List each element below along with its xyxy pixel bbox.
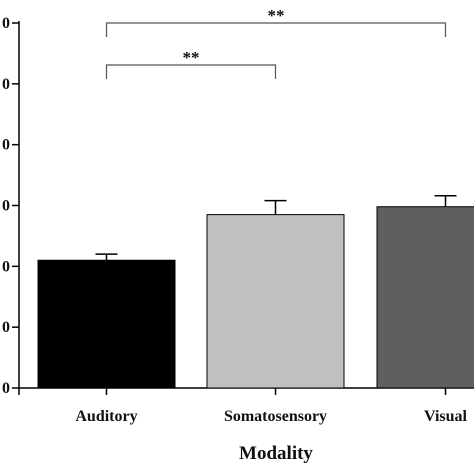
x-tick-label: Auditory	[75, 408, 137, 425]
y-tick-label: 0	[2, 258, 10, 275]
error-bars	[95, 195, 457, 261]
significance-label: **	[183, 48, 200, 67]
y-tick-label: 0	[2, 137, 10, 154]
labels: 0 0 0 0 0 0 0 Auditory Somatosensory Visual	[2, 15, 468, 425]
y-tick-label: 0	[2, 76, 10, 93]
significance-bracket	[105, 64, 277, 79]
significance-brackets: ** **	[105, 6, 447, 79]
y-tick-label: 0	[2, 380, 10, 397]
x-tick-label: Visual	[424, 408, 468, 425]
y-tick-label: 0	[2, 319, 10, 336]
bar-visual	[376, 206, 474, 389]
bars	[37, 206, 474, 389]
significance-bracket	[105, 22, 447, 37]
significance-label: **	[268, 6, 285, 25]
y-tick-label: 0	[2, 198, 10, 215]
x-axis-title: Modality	[239, 443, 313, 464]
bar-somatosensory	[206, 214, 345, 389]
y-tick-label: 0	[2, 15, 10, 32]
bar-auditory	[37, 259, 176, 389]
x-tick-label: Somatosensory	[224, 408, 327, 425]
